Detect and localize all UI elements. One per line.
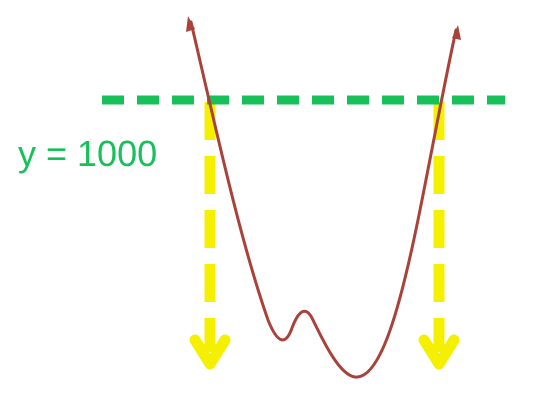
- curve-right-arrowhead: [452, 25, 461, 40]
- drop-arrows: [189, 102, 460, 370]
- line-label: y = 1000: [18, 133, 157, 174]
- polynomial-curve: [189, 20, 458, 379]
- right-drop-arrow-head: [418, 334, 460, 370]
- left-drop-arrow-head: [189, 334, 231, 370]
- curve-left-arrowhead: [186, 16, 195, 32]
